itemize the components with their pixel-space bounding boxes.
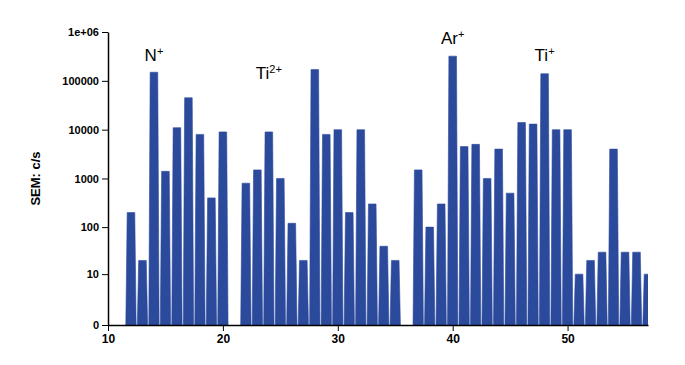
x-tick-mark [338, 325, 339, 331]
y-tick-label: 100000 [62, 75, 99, 87]
peak [333, 130, 343, 325]
y-tick-mark [102, 81, 108, 82]
peak [390, 260, 400, 325]
x-axis-line [109, 325, 649, 327]
peak [574, 274, 584, 325]
x-tick-label: 30 [332, 332, 346, 346]
peak [551, 130, 561, 325]
annotation-text: Ti [256, 64, 270, 83]
y-tick-mark [102, 32, 108, 33]
x-axis: 10 20 30 40 50 [102, 325, 649, 346]
peak [298, 260, 308, 325]
peak [218, 132, 228, 325]
peak [160, 171, 170, 325]
x-tick-mark [568, 325, 569, 331]
peak [252, 170, 262, 325]
y-tick-mark [102, 178, 108, 179]
annotation-superscript: + [548, 45, 554, 57]
x-tick-mark [108, 325, 109, 331]
y-tick-mark [102, 227, 108, 228]
peak [539, 74, 549, 325]
annotation: Ti+ [535, 45, 555, 65]
x-tick-mark [223, 325, 224, 331]
y-tick: 10 [87, 268, 108, 280]
peak [310, 70, 320, 325]
peak [470, 144, 480, 325]
x-tick-label: 40 [447, 332, 461, 346]
y-tick-mark [102, 130, 108, 131]
peak [528, 124, 538, 325]
peak [183, 98, 193, 325]
peak [413, 170, 423, 325]
x-tick-label: 50 [561, 332, 575, 346]
peak [149, 72, 159, 325]
peak [459, 147, 469, 325]
peak [516, 123, 526, 325]
peak [356, 130, 366, 325]
peak [137, 260, 147, 325]
peak [505, 193, 515, 325]
annotation: Ti2+ [256, 63, 282, 83]
x-tick-mark [453, 325, 454, 331]
y-tick: 100 [81, 221, 108, 233]
peak [379, 246, 389, 325]
peak [287, 223, 297, 325]
y-tick-label: 100 [81, 221, 99, 233]
peak [597, 252, 607, 325]
peak [493, 149, 503, 325]
y-axis: 0 10 100 1000 10000 100000 1e+06 [62, 26, 108, 331]
peak [367, 204, 377, 325]
peak [241, 183, 251, 325]
peak [482, 178, 492, 325]
annotation-superscript: + [157, 45, 163, 57]
peak [436, 204, 446, 325]
y-axis-title: SEM: c/s [28, 151, 43, 205]
peak [608, 149, 618, 325]
peak [264, 132, 274, 325]
peak [126, 213, 136, 325]
y-tick-label: 10 [87, 268, 99, 280]
plot-area [126, 56, 648, 325]
y-tick-label: 1000 [75, 172, 99, 184]
peak [631, 252, 641, 325]
y-tick-label: 1e+06 [68, 26, 99, 38]
annotation-superscript: + [458, 28, 464, 40]
peak [620, 252, 630, 325]
x-tick-label: 10 [102, 332, 116, 346]
y-tick: 100000 [62, 75, 108, 87]
y-tick-label: 10000 [68, 124, 99, 136]
x-tick: 20 [217, 325, 231, 346]
chart: 10203040500101001000100001000001e+06SEM:… [0, 0, 685, 365]
annotation-superscript: 2+ [269, 63, 282, 75]
peak [206, 198, 216, 325]
peak [275, 178, 285, 325]
peak [172, 128, 182, 325]
y-tick: 0 [93, 319, 108, 331]
y-tick: 1e+06 [68, 26, 108, 38]
peak [195, 134, 205, 325]
y-tick-mark [102, 325, 108, 326]
annotation: N+ [145, 45, 164, 65]
annotation-text: Ti [535, 46, 549, 65]
x-tick: 50 [561, 325, 575, 346]
peak [344, 213, 354, 325]
peak [425, 227, 435, 325]
peak [585, 260, 595, 325]
peak [448, 56, 458, 325]
annotation: Ar+ [441, 28, 464, 48]
annotation-text: Ar [441, 29, 458, 48]
peak [643, 274, 648, 325]
annotations: N+Ti2+Ar+Ti+ [145, 28, 555, 83]
x-tick: 40 [447, 325, 461, 346]
x-tick: 30 [332, 325, 346, 346]
x-tick: 10 [102, 325, 116, 346]
peak [562, 130, 572, 325]
x-tick-label: 20 [217, 332, 231, 346]
peak [321, 134, 331, 325]
annotation-text: N [145, 46, 157, 65]
y-tick-mark [102, 274, 108, 275]
y-tick: 1000 [75, 172, 108, 184]
y-tick-label: 0 [93, 319, 99, 331]
y-tick: 10000 [68, 124, 108, 136]
